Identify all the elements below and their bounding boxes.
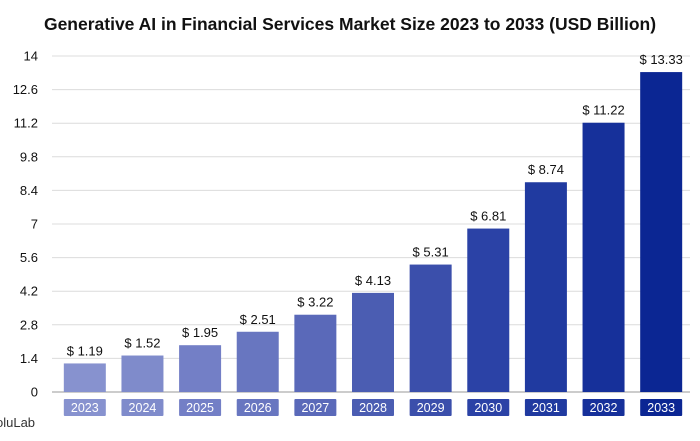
data-label-2027: $ 3.22 bbox=[297, 295, 333, 310]
y-tick-label: 2.8 bbox=[20, 317, 38, 332]
x-tick-badge bbox=[640, 399, 683, 416]
chart-title: Generative AI in Financial Services Mark… bbox=[43, 14, 657, 34]
y-tick-label: 14 bbox=[24, 49, 38, 64]
y-tick-label: 12.6 bbox=[13, 82, 38, 97]
x-tick-badge bbox=[179, 399, 222, 416]
data-labels: $ 1.19 $ 1.52 $ 1.95 $ 2.51 $ 3.22 $ 4.13 $ 5.… bbox=[67, 52, 683, 358]
data-label-2026: $ 2.51 bbox=[240, 312, 276, 327]
x-tick-badge bbox=[63, 399, 106, 416]
y-tick-label: 1.4 bbox=[20, 351, 38, 366]
bar-2027 bbox=[294, 314, 337, 392]
x-tick-label: 2026 bbox=[244, 401, 272, 415]
brand-logo-text: oluLab bbox=[0, 415, 36, 430]
data-label-2025: $ 1.95 bbox=[182, 325, 218, 340]
x-tick-badge bbox=[352, 399, 394, 416]
bars bbox=[63, 72, 683, 392]
data-label-2031: $ 8.74 bbox=[528, 162, 564, 177]
bar-2025 bbox=[179, 345, 222, 392]
data-label-2032: $ 11.22 bbox=[582, 103, 624, 118]
bar-2024 bbox=[121, 355, 164, 392]
x-tick-label: 2030 bbox=[474, 401, 502, 415]
x-tick-label: 2024 bbox=[129, 401, 157, 415]
data-label-2028: $ 4.13 bbox=[355, 273, 391, 288]
y-tick-label: 8.4 bbox=[20, 183, 38, 198]
y-tick-label: 5.6 bbox=[20, 250, 38, 265]
x-tick-label: 2025 bbox=[186, 401, 214, 415]
data-label-2024: $ 1.52 bbox=[124, 336, 160, 351]
x-tick-label: 2028 bbox=[359, 401, 387, 415]
data-label-2023: $ 1.19 bbox=[67, 343, 103, 358]
x-tick-label: 2032 bbox=[590, 401, 618, 415]
x-tick-label: 2023 bbox=[71, 401, 99, 415]
y-tick-label: 7 bbox=[31, 217, 38, 232]
x-tick-badge bbox=[467, 399, 510, 416]
bar-2028 bbox=[352, 292, 394, 392]
bar-2030 bbox=[467, 228, 510, 392]
y-tick-label: 11.2 bbox=[14, 116, 38, 131]
y-tick-label: 4.2 bbox=[20, 284, 38, 299]
x-tick-label: 2029 bbox=[417, 401, 445, 415]
data-label-2030: $ 6.81 bbox=[470, 209, 506, 224]
x-tick-badge bbox=[236, 399, 279, 416]
bar-2033 bbox=[640, 72, 683, 392]
x-tick-badge bbox=[121, 399, 164, 416]
data-label-2033: $ 13.33 bbox=[639, 52, 682, 67]
y-axis-ticks: 0 1.4 2.8 4.2 5.6 7 8.4 9.8 11.2 12.6 14 bbox=[13, 49, 38, 400]
x-tick-badge bbox=[294, 399, 337, 416]
x-tick-label: 2027 bbox=[301, 401, 329, 415]
x-tick-label: 2031 bbox=[532, 401, 560, 415]
x-tick-badge bbox=[582, 399, 625, 416]
bar-2031 bbox=[524, 182, 567, 392]
x-tick-label: 2033 bbox=[647, 401, 675, 415]
bar-2023 bbox=[63, 363, 106, 392]
y-tick-label: 0 bbox=[31, 385, 38, 400]
bar-2029 bbox=[409, 264, 452, 392]
x-tick-badge bbox=[524, 399, 567, 416]
data-label-2029: $ 5.31 bbox=[413, 245, 449, 260]
bar-2026 bbox=[236, 331, 279, 392]
x-tick-badge bbox=[409, 399, 452, 416]
y-tick-label: 9.8 bbox=[20, 149, 38, 164]
x-axis-ticks: 2023 2024 2025 2026 2027 2028 2029 2030 2031 2032… bbox=[63, 399, 683, 416]
bar-2032 bbox=[582, 122, 625, 392]
